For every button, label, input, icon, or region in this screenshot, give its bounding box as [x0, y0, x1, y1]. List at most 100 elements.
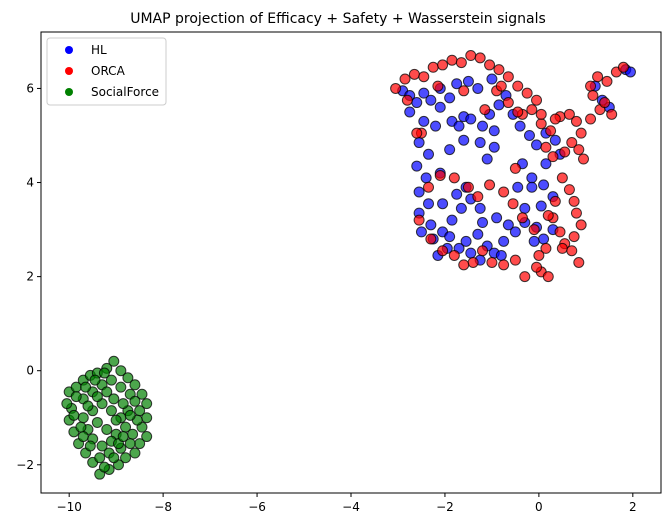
data-point [115, 365, 127, 377]
y-tick-label: 6 [26, 81, 34, 95]
data-point [554, 226, 566, 238]
data-point [124, 438, 136, 450]
data-point [467, 257, 479, 268]
data-point [420, 172, 432, 184]
data-point [108, 355, 120, 367]
data-point [117, 431, 129, 443]
data-point [488, 125, 500, 137]
data-point [408, 68, 420, 80]
data-point [122, 372, 134, 384]
data-point [531, 94, 543, 106]
data-point [129, 379, 141, 391]
data-point [68, 409, 80, 421]
data-point [526, 104, 538, 116]
data-point [425, 219, 437, 231]
series-hl [397, 64, 636, 266]
data-point [538, 233, 550, 245]
data-point [507, 198, 519, 210]
data-point [535, 200, 547, 212]
data-point [411, 160, 423, 172]
data-point [542, 209, 554, 221]
data-point [535, 118, 547, 130]
data-point [502, 97, 514, 109]
x-tick-label: −4 [342, 500, 360, 514]
data-point [491, 212, 503, 224]
data-point [531, 139, 543, 151]
data-point [526, 181, 538, 193]
data-point [601, 75, 613, 87]
data-point [472, 82, 484, 94]
data-point [533, 249, 545, 261]
data-point [413, 214, 425, 226]
legend-marker [65, 46, 73, 54]
data-point [425, 94, 437, 106]
data-point [141, 431, 153, 443]
data-point [545, 125, 557, 137]
data-point [101, 423, 113, 435]
data-point [477, 120, 489, 132]
data-point [566, 137, 578, 149]
data-point [413, 137, 425, 149]
legend-label: SocialForce [91, 85, 159, 99]
data-point [509, 162, 521, 174]
data-point [77, 431, 89, 443]
data-point [94, 452, 106, 464]
data-point [437, 198, 449, 210]
data-point [77, 412, 89, 424]
data-point [512, 106, 524, 118]
x-tick-label: 2 [629, 500, 637, 514]
data-point [91, 416, 103, 428]
data-point [462, 181, 474, 193]
x-tick-label: −8 [154, 500, 172, 514]
data-point [82, 400, 94, 412]
data-point [455, 202, 467, 214]
data-point [556, 242, 568, 254]
data-point [570, 207, 582, 219]
data-point [474, 52, 486, 64]
data-point [105, 374, 117, 386]
data-point [570, 115, 582, 127]
data-point [540, 158, 552, 170]
data-point [451, 188, 463, 200]
data-point [70, 391, 82, 403]
data-point [451, 78, 463, 90]
data-point [495, 80, 507, 92]
data-point [84, 440, 96, 452]
legend-marker [65, 67, 73, 75]
data-point [549, 134, 561, 146]
legend-label: ORCA [91, 64, 126, 78]
data-point [479, 104, 491, 116]
data-point [105, 405, 117, 417]
series-orca [390, 50, 629, 283]
data-point [474, 202, 486, 214]
data-point [61, 398, 73, 410]
data-point [512, 181, 524, 193]
data-point [575, 127, 587, 139]
data-point [80, 381, 92, 393]
data-point [493, 64, 505, 76]
data-point [124, 409, 136, 421]
data-point [531, 261, 543, 273]
data-point [563, 108, 575, 120]
data-point [141, 398, 153, 410]
chart-title: UMAP projection of Efficacy + Safety + W… [130, 11, 546, 27]
data-point [444, 92, 456, 104]
y-axis: −2 0 2 4 6 [16, 81, 41, 472]
data-point [528, 224, 540, 236]
x-tick-label: 0 [535, 500, 543, 514]
data-point [462, 75, 474, 87]
data-point [587, 90, 599, 102]
data-point [418, 87, 430, 99]
x-axis: −10 −8 −6 −4 −2 0 2 [57, 493, 637, 514]
data-point [477, 217, 489, 229]
data-point [481, 153, 493, 165]
data-point [568, 231, 580, 243]
data-point [444, 144, 456, 156]
data-point [519, 202, 531, 214]
data-point [460, 235, 472, 247]
data-point [498, 235, 510, 247]
data-point [98, 367, 110, 379]
data-point [575, 219, 587, 231]
data-point [411, 97, 423, 109]
data-point [401, 94, 413, 106]
